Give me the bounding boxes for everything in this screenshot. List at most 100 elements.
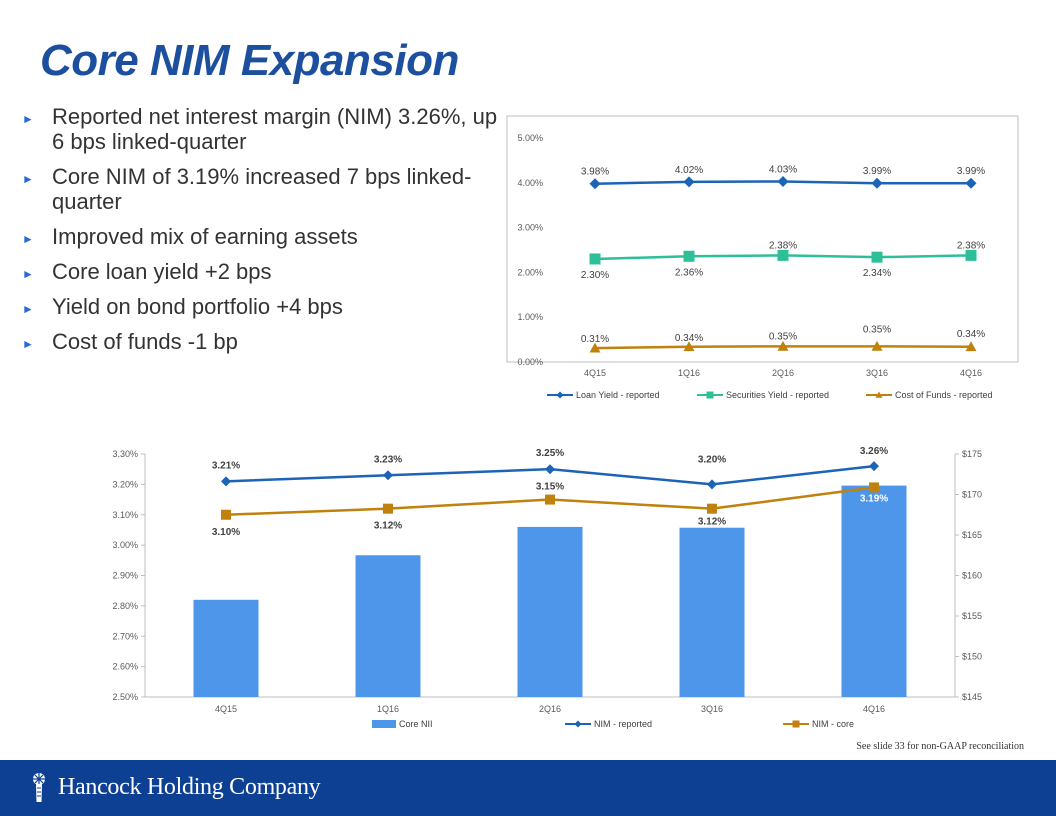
data-label: 3.26% (860, 446, 888, 457)
data-label: 3.99% (863, 166, 891, 177)
data-label: 3.12% (698, 517, 726, 528)
bullet-item: ► Improved mix of earning assets (22, 224, 502, 249)
series-line (225, 464, 875, 486)
y-right-tick-label: $175 (962, 449, 982, 459)
data-point (221, 509, 231, 520)
legend-label: NIM - core (812, 719, 854, 729)
bullet-text: Core loan yield +2 bps (52, 259, 272, 284)
data-point (777, 340, 789, 351)
x-tick-label: 2Q16 (539, 704, 561, 714)
y-right-tick-label: $155 (962, 611, 982, 621)
x-tick-label: 3Q16 (701, 704, 723, 714)
y-left-tick-label: 2.90% (112, 571, 138, 581)
series-line (594, 254, 972, 261)
data-point (683, 341, 695, 352)
legend-swatch-marker (792, 720, 800, 728)
legend-swatch-marker (556, 391, 564, 399)
legend-swatch-marker (574, 720, 582, 728)
legend-label: Core NII (399, 719, 433, 729)
data-label: 2.38% (769, 240, 797, 251)
triangle-bullet-icon: ► (22, 172, 34, 186)
data-label: 3.15% (536, 482, 564, 493)
data-label: 2.30% (581, 270, 609, 281)
data-point (871, 251, 883, 263)
data-label: 2.34% (863, 268, 891, 279)
bullet-text: Reported net interest margin (NIM) 3.26%… (52, 104, 498, 154)
x-tick-label: 4Q16 (960, 368, 982, 378)
data-label: 3.20% (698, 454, 726, 465)
x-tick-label: 1Q16 (678, 368, 700, 378)
x-tick-label: 1Q16 (377, 704, 399, 714)
company-logo-icon (33, 773, 45, 802)
data-point (589, 178, 601, 190)
y-tick-label: 2.00% (517, 267, 543, 277)
data-point (777, 175, 789, 187)
core-nii-bar (517, 526, 583, 697)
legend-swatch-bar (372, 720, 396, 728)
y-tick-label: 3.00% (517, 223, 543, 233)
data-point (965, 177, 977, 189)
x-tick-label: 4Q16 (863, 704, 885, 714)
core-nii-bar (841, 485, 907, 697)
triangle-bullet-icon: ► (22, 232, 34, 246)
data-label: 3.12% (374, 521, 402, 532)
legend-label: Loan Yield - reported (576, 390, 660, 400)
data-point (589, 342, 601, 353)
data-point (871, 340, 883, 351)
data-label: 0.35% (769, 331, 797, 342)
x-tick-label: 3Q16 (866, 368, 888, 378)
data-point (869, 482, 879, 493)
data-label: 3.21% (212, 460, 240, 471)
triangle-bullet-icon: ► (22, 302, 34, 316)
y-left-tick-label: 2.60% (112, 662, 138, 672)
data-point (545, 494, 555, 505)
bullet-text: Yield on bond portfolio +4 bps (52, 294, 343, 319)
core-nii-bar (193, 599, 259, 697)
data-label: 0.34% (957, 329, 985, 340)
triangle-bullet-icon: ► (22, 112, 34, 126)
data-label: 3.19% (860, 493, 888, 504)
bullet-item: ► Reported net interest margin (NIM) 3.26… (22, 104, 502, 154)
y-left-tick-label: 2.70% (112, 631, 138, 641)
triangle-bullet-icon: ► (22, 267, 34, 281)
data-label: 0.34% (675, 333, 703, 344)
footnote: See slide 33 for non-GAAP reconciliation (856, 741, 1024, 752)
bullet-item: ► Core NIM of 3.19% increased 7 bps linke… (22, 164, 502, 214)
y-left-tick-label: 2.80% (112, 601, 138, 611)
y-right-tick-label: $165 (962, 530, 982, 540)
data-point (683, 176, 695, 188)
bullet-text: Cost of funds -1 bp (52, 329, 238, 354)
y-right-tick-label: $170 (962, 490, 982, 500)
data-point (707, 503, 717, 514)
data-point (221, 476, 231, 487)
data-point (707, 479, 717, 490)
core-nii-bar (355, 555, 421, 697)
data-point (965, 249, 977, 261)
series-line (225, 486, 875, 516)
data-label: 0.35% (863, 324, 891, 335)
x-tick-label: 2Q16 (772, 368, 794, 378)
bullet-list: ► Reported net interest margin (NIM) 3.26… (22, 104, 502, 364)
y-tick-label: 4.00% (517, 178, 543, 188)
y-right-tick-label: $145 (962, 692, 982, 702)
data-point (545, 464, 555, 475)
y-left-tick-label: 3.30% (112, 449, 138, 459)
data-label: 3.10% (212, 527, 240, 538)
series-line (594, 180, 971, 185)
legend-label: NIM - reported (594, 719, 652, 729)
data-label: 2.36% (675, 267, 703, 278)
legend-swatch-marker (706, 391, 714, 399)
y-left-tick-label: 3.00% (112, 540, 138, 550)
data-point (589, 253, 601, 265)
legend-label: Cost of Funds - reported (895, 390, 993, 400)
x-tick-label: 4Q15 (215, 704, 237, 714)
data-point (777, 249, 789, 261)
y-tick-label: 5.00% (517, 133, 543, 143)
data-label: 4.02% (675, 165, 703, 176)
data-label: 3.99% (957, 166, 985, 177)
y-right-tick-label: $160 (962, 571, 982, 581)
series-line (594, 345, 972, 350)
y-tick-label: 0.00% (517, 357, 543, 367)
y-tick-label: 1.00% (517, 312, 543, 322)
legend-label: Securities Yield - reported (726, 390, 829, 400)
